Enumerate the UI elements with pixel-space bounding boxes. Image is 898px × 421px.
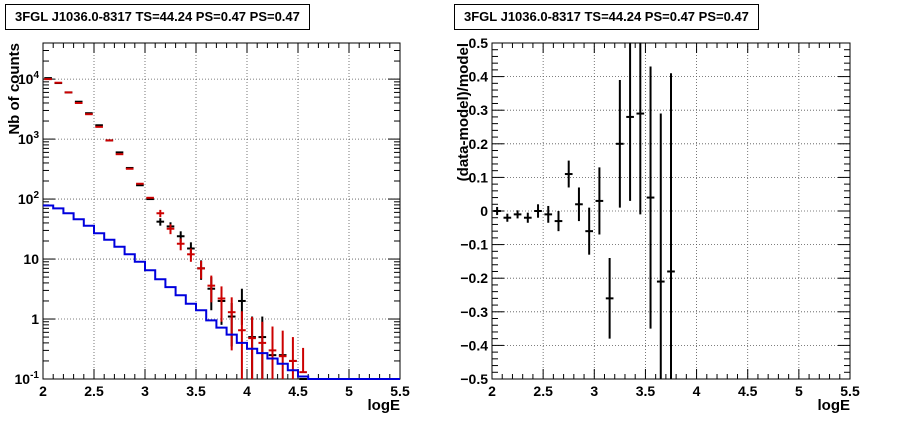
right-ytick-label-10: 0.5: [469, 35, 489, 51]
right-xtick-label-5: 4.5: [738, 383, 758, 399]
right-series-0-point-12: [616, 79, 624, 208]
right-x-axis-label: logE: [818, 397, 851, 414]
right-series-0-point-10: [595, 167, 604, 235]
right-ytick-label-9: 0.4: [469, 69, 489, 85]
right-ytick-label-0: −0.5: [460, 371, 488, 387]
right-series-0-point-4: [534, 204, 542, 218]
right-xtick-label-6: 5: [795, 383, 803, 399]
right-xtick-label-7: 5.5: [840, 383, 860, 399]
right-ytick-label-7: 0.2: [469, 136, 489, 152]
right-series-0-point-15: [646, 66, 655, 329]
left-series-1-point-14: [187, 248, 195, 262]
left-plot-frame: [42, 42, 401, 380]
right-xtick-label-0: 2: [488, 383, 496, 399]
right-series-0-point-3: [523, 212, 532, 223]
right-plot-frame-top: [491, 42, 851, 380]
left-series-1-point-16: [207, 275, 216, 303]
left-series-2-step-line: [43, 204, 400, 380]
right-series-0-point-5: [544, 205, 553, 223]
left-ytick-label-0: 10-1: [15, 370, 40, 387]
left-y-axis-label: Nb of counts: [6, 43, 23, 135]
left-series-1-point-13: [176, 238, 185, 251]
left-xtick-label-5: 4.5: [288, 383, 308, 399]
right-series-0-point-8: [575, 187, 583, 222]
left-series-1-point-12: [166, 224, 175, 235]
left-series-1-point-18: [227, 297, 236, 351]
right-series-0-point-17: [667, 73, 675, 379]
left-series-1-point-17: [217, 286, 226, 322]
left-series-1-point-24: [289, 337, 297, 379]
left-series-0-point-11: [156, 218, 165, 226]
right-series-0-point-0: [493, 206, 501, 216]
left-xtick-label-0: 2: [39, 383, 47, 399]
right-xtick-label-2: 3: [590, 383, 598, 399]
left-series-1-point-21: [258, 321, 267, 379]
left-xtick-label-2: 3: [141, 383, 149, 399]
right-series-0-point-2: [513, 210, 522, 219]
right-ytick-label-4: −0.1: [460, 237, 488, 253]
left-ytick-label-1: 1: [31, 311, 39, 327]
right-plot-title: 3FGL J1036.0-8317 TS=44.24 PS=0.47 PS=0.…: [454, 4, 759, 30]
left-xtick-label-6: 5: [345, 383, 353, 399]
right-series-0-point-1: [503, 213, 512, 222]
right-ytick-label-2: −0.3: [460, 304, 488, 320]
right-xtick-label-4: 4: [693, 383, 701, 399]
right-xtick-label-3: 3.5: [636, 383, 656, 399]
left-plot-title: 3FGL J1036.0-8317 TS=44.24 PS=0.47 PS=0.…: [5, 4, 310, 30]
right-series-0-point-13: [626, 43, 634, 201]
right-y-axis-label: (data-model)/model: [455, 43, 472, 181]
left-xtick-label-1: 2.5: [84, 383, 104, 399]
left-series-1-point-23: [278, 330, 287, 379]
left-series-1-point-19: [238, 311, 246, 379]
right-ytick-label-5: 0: [480, 203, 488, 219]
right-series-0-point-9: [585, 207, 594, 255]
right-series-0-point-11: [605, 258, 614, 339]
right-series-0-point-6: [554, 211, 563, 232]
right-xtick-label-1: 2.5: [533, 383, 553, 399]
right-ytick-label-3: −0.2: [460, 270, 488, 286]
left-xtick-label-7: 5.5: [390, 383, 410, 399]
right-ytick-label-1: −0.4: [460, 337, 488, 353]
left-ytick-label-3: 102: [18, 190, 40, 207]
left-x-axis-label: logE: [368, 397, 401, 414]
left-ytick-label-2: 10: [23, 251, 39, 267]
left-series-1-point-25: [299, 347, 307, 374]
left-ytick-label-4: 103: [18, 130, 40, 147]
left-series-1-point-11: [156, 209, 165, 218]
right-ytick-label-8: 0.3: [469, 102, 489, 118]
left-series-1-point-15: [197, 260, 205, 279]
left-xtick-label-4: 4: [243, 383, 251, 399]
right-series-0-point-14: [636, 43, 645, 215]
right-series-0-point-16: [656, 113, 665, 379]
left-ytick-label-5: 104: [18, 70, 40, 87]
left-xtick-label-3: 3.5: [186, 383, 206, 399]
left-series-1-point-22: [268, 326, 277, 379]
right-ytick-label-6: 0.1: [469, 169, 489, 185]
right-series-0-point-7: [564, 160, 573, 188]
